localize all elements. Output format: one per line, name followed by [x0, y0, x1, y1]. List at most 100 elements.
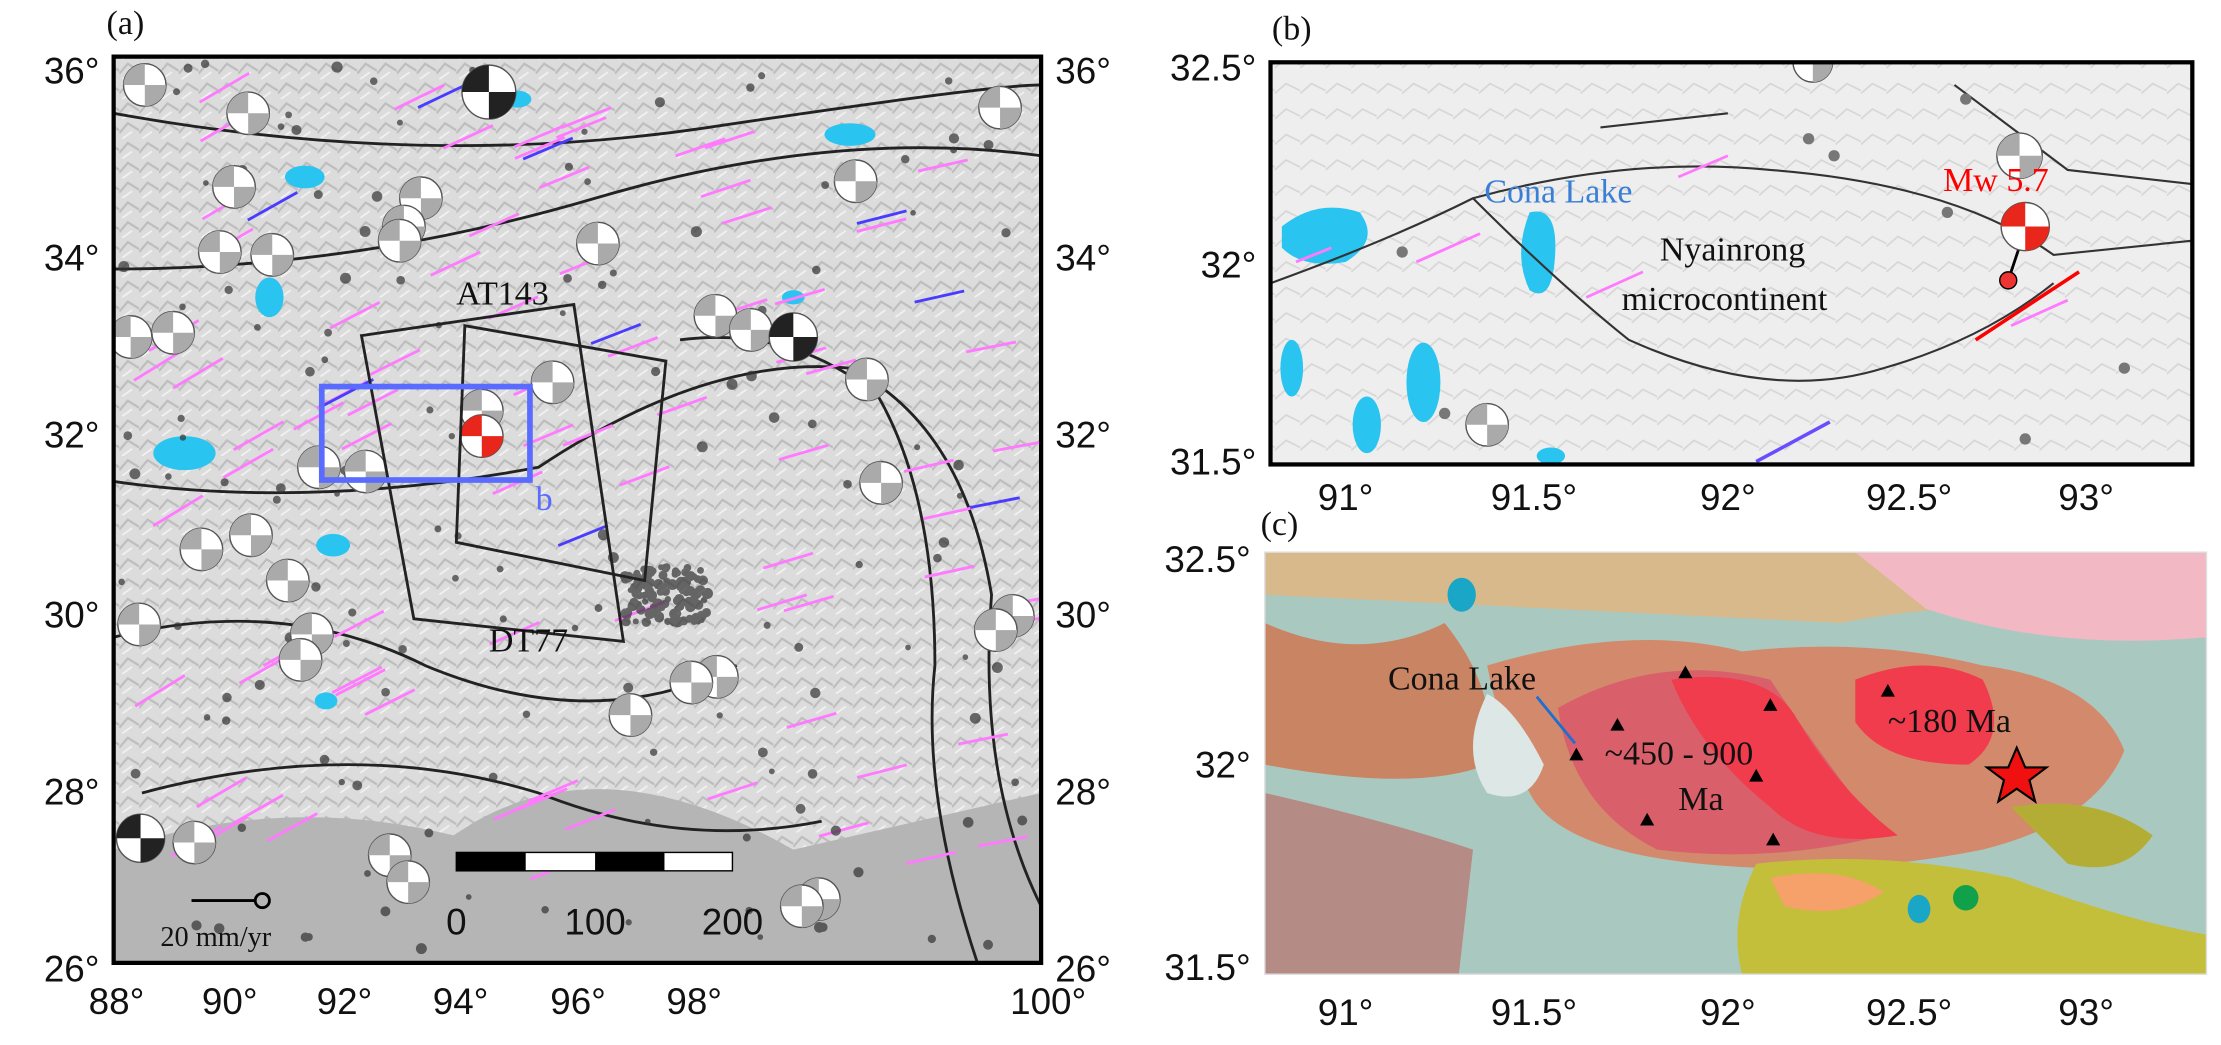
annotation: Nyainrong — [1660, 232, 1805, 269]
event — [571, 624, 579, 632]
beachball-quadrant — [609, 693, 652, 737]
gps-vector — [522, 136, 574, 161]
event — [173, 622, 182, 631]
event — [810, 687, 821, 699]
gps-vector — [675, 137, 726, 158]
gps-vector — [992, 440, 1042, 453]
gps-vector — [856, 209, 907, 225]
sample-site — [1678, 665, 1693, 679]
lakes — [153, 90, 876, 710]
event — [696, 441, 708, 453]
x-tick-label: 90° — [202, 981, 258, 1022]
event — [381, 687, 390, 697]
map-a — [113, 56, 1042, 963]
sample-site — [1749, 768, 1764, 782]
frame — [1268, 60, 2195, 467]
x-tick-label: 92.5° — [1866, 992, 1952, 1033]
beachball-quadrant — [695, 655, 739, 699]
y-tick-label: 32.5° — [1164, 539, 1250, 580]
event — [118, 261, 130, 273]
event — [698, 575, 708, 586]
event — [757, 934, 764, 940]
event — [818, 922, 828, 932]
event — [324, 328, 332, 337]
y-tick-label: 28° — [1055, 771, 1111, 812]
gps-vector — [172, 357, 224, 390]
event — [914, 444, 921, 451]
gps-vector — [969, 496, 1020, 509]
annotation: Mw 5.7 — [1943, 162, 2049, 199]
event — [807, 419, 817, 429]
y-tick-label: 32° — [1055, 414, 1111, 455]
event — [300, 932, 310, 942]
x-tick-label: 93° — [2058, 992, 2114, 1033]
y-tick-label: 34° — [1055, 237, 1111, 278]
beachball-quadrant — [769, 312, 818, 362]
gps-vector — [247, 191, 299, 222]
sample-site — [1766, 832, 1781, 846]
event — [950, 146, 958, 154]
beachball-quadrant — [113, 315, 152, 359]
x-tick-label: 100° — [1010, 981, 1086, 1022]
y-tick-label: 30° — [44, 594, 100, 635]
gps-vector — [707, 781, 758, 801]
event — [342, 640, 350, 647]
event — [488, 772, 498, 782]
beachball-quadrant — [694, 294, 737, 338]
scale-bar — [455, 851, 734, 872]
beachball-quadrant — [576, 222, 620, 265]
gps-vector — [555, 116, 607, 139]
event — [676, 602, 685, 611]
gps-vector — [417, 82, 469, 109]
event — [953, 459, 964, 471]
event — [221, 716, 231, 725]
x-tick-label: 92° — [1700, 992, 1756, 1033]
event — [177, 414, 185, 423]
map-b — [1270, 62, 2193, 465]
beachball-quadrant — [670, 661, 713, 704]
event — [688, 595, 699, 605]
gps-vector — [805, 358, 857, 376]
event — [305, 366, 315, 377]
event — [396, 119, 403, 126]
event — [853, 867, 864, 878]
gps-vector — [774, 288, 825, 306]
event — [620, 608, 630, 619]
sample-site — [1569, 747, 1584, 761]
gps-vector — [786, 711, 837, 729]
x-tick-label: 91.5° — [1491, 477, 1577, 518]
event — [118, 578, 125, 586]
x-tick-label: 92.5° — [1866, 477, 1952, 518]
frame — [111, 54, 1044, 965]
event — [541, 906, 549, 914]
event — [742, 833, 751, 842]
event — [275, 483, 286, 493]
annotation: Cona Lake — [1388, 661, 1536, 698]
event — [424, 828, 434, 838]
gps-vector — [442, 124, 494, 150]
event — [656, 587, 665, 596]
event — [594, 604, 603, 612]
event — [948, 133, 960, 144]
event — [768, 768, 775, 775]
event — [331, 61, 343, 73]
event — [690, 226, 702, 238]
gps-vector — [562, 424, 614, 447]
beachball-quadrant — [834, 160, 877, 203]
panel-a: (a) AT143 DT77 b 0 100 200 20 mm/yr — [107, 5, 1044, 965]
gps-vector — [468, 212, 520, 238]
beachball-quadrant — [845, 358, 889, 401]
event — [632, 618, 639, 625]
event — [663, 577, 671, 585]
gps-vector — [903, 458, 954, 473]
gps-vector — [514, 135, 566, 160]
gps-vector — [394, 83, 445, 111]
event — [695, 585, 706, 595]
gps-vector — [762, 551, 814, 570]
event — [129, 468, 141, 480]
gps-vector — [922, 506, 974, 521]
event — [956, 492, 964, 499]
event — [448, 432, 456, 440]
event — [675, 582, 685, 591]
